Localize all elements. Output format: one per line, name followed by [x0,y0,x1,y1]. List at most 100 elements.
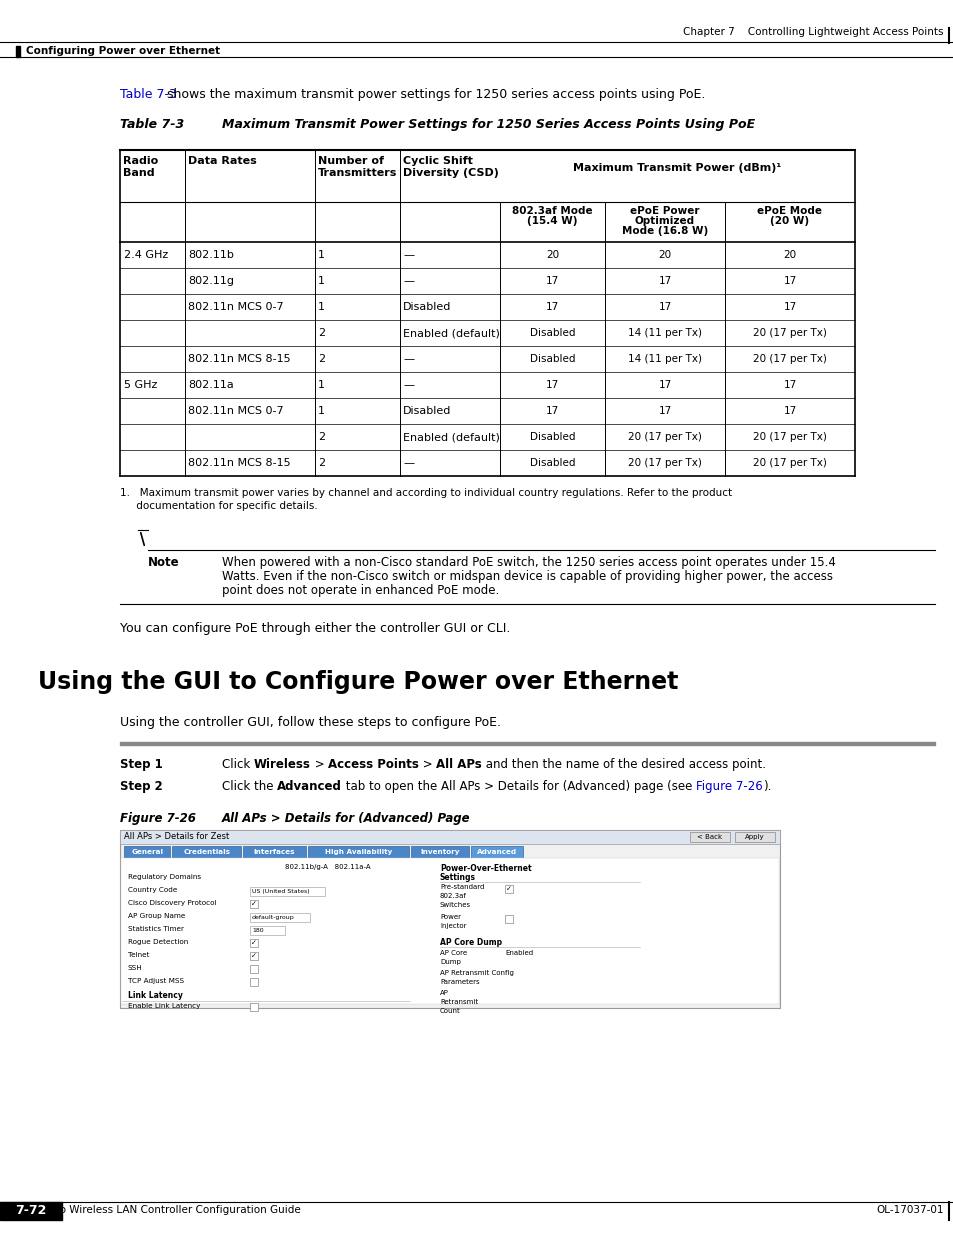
Text: Click: Click [222,758,253,771]
Text: 17: 17 [782,380,796,390]
Bar [250,978,257,986]
Text: 7-72: 7-72 [15,1203,47,1216]
Text: and then the name of the desired access point.: and then the name of the desired access … [482,758,765,771]
Bar [120,830,780,1008]
Bar [308,846,409,858]
Text: All APs > Details for Zest: All APs > Details for Zest [124,832,229,841]
Text: Disabled: Disabled [529,329,575,338]
Bar [471,846,522,858]
Text: < Back: < Back [697,834,721,840]
Text: Power-Over-Ethernet: Power-Over-Ethernet [439,864,531,873]
Text: Rogue Detection: Rogue Detection [128,939,188,945]
Text: Settings: Settings [439,873,476,882]
Text: ✓: ✓ [251,940,256,946]
Text: Count: Count [439,1008,460,1014]
Bar [250,939,257,947]
Text: Configuring Power over Ethernet: Configuring Power over Ethernet [26,46,220,56]
Text: 2: 2 [317,329,325,338]
Bar [250,1003,257,1011]
Text: ✓: ✓ [251,953,256,960]
Text: tab to open the All APs > Details for (Advanced) page (see: tab to open the All APs > Details for (A… [342,781,696,793]
Text: point does not operate in enhanced PoE mode.: point does not operate in enhanced PoE m… [222,584,498,597]
Text: 14 (11 per Tx): 14 (11 per Tx) [627,329,701,338]
Text: AP Retransmit Config: AP Retransmit Config [439,969,514,976]
Text: 17: 17 [545,303,558,312]
Bar [124,846,171,858]
Text: High Availability: High Availability [325,848,392,855]
Text: ePoE Power: ePoE Power [630,206,699,216]
Text: Interfaces: Interfaces [253,848,294,855]
Bar [411,846,469,858]
Text: All APs > Details for (Advanced) Page: All APs > Details for (Advanced) Page [222,811,470,825]
Text: ✓: ✓ [505,885,512,892]
Bar [689,832,729,842]
Text: Band: Band [123,168,154,178]
Text: Diversity (CSD): Diversity (CSD) [402,168,498,178]
Bar [250,926,285,935]
Text: Advanced: Advanced [277,781,342,793]
Text: Power: Power [439,914,460,920]
Text: Radio: Radio [123,156,158,165]
Text: 180: 180 [252,927,263,932]
Text: Inventory: Inventory [420,848,459,855]
Text: Figure 7-26: Figure 7-26 [696,781,762,793]
Text: Table 7-3: Table 7-3 [120,119,184,131]
Text: —: — [402,354,414,364]
Text: 802.11n MCS 0-7: 802.11n MCS 0-7 [188,303,283,312]
Bar [0,1202,62,1220]
Text: 17: 17 [782,303,796,312]
Text: US (United States): US (United States) [252,889,310,894]
Text: 802.11n MCS 8-15: 802.11n MCS 8-15 [188,458,291,468]
Text: 17: 17 [782,406,796,416]
Text: Cyclic Shift: Cyclic Shift [402,156,473,165]
Bar [250,900,257,908]
Text: Enable Link Latency: Enable Link Latency [128,1003,200,1009]
Text: 1: 1 [317,249,325,261]
Text: shows the maximum transmit power settings for 1250 series access points using Po: shows the maximum transmit power setting… [163,88,704,101]
Text: Disabled: Disabled [529,432,575,442]
Text: Cisco Discovery Protocol: Cisco Discovery Protocol [128,900,216,906]
Bar [504,885,513,893]
Text: Injector: Injector [439,923,466,929]
Text: ).: ). [762,781,771,793]
Text: Dump: Dump [439,960,460,965]
Text: —: — [402,458,414,468]
Text: 802.3af Mode: 802.3af Mode [512,206,592,216]
Text: 14 (11 per Tx): 14 (11 per Tx) [627,354,701,364]
Text: 20 (17 per Tx): 20 (17 per Tx) [752,329,826,338]
Bar [250,887,325,897]
Text: 802.11b/g-A   802.11a-A: 802.11b/g-A 802.11a-A [285,864,370,869]
Text: >: > [311,758,328,771]
Text: 1.   Maximum transmit power varies by channel and according to individual countr: 1. Maximum transmit power varies by chan… [120,488,731,498]
Text: 17: 17 [782,275,796,287]
Text: Switches: Switches [439,902,471,908]
Text: General: General [132,848,163,855]
Bar [121,858,779,1004]
Text: 20: 20 [545,249,558,261]
Text: Data Rates: Data Rates [188,156,256,165]
Text: 802.11n MCS 0-7: 802.11n MCS 0-7 [188,406,283,416]
Text: 17: 17 [545,275,558,287]
Text: Number of: Number of [317,156,384,165]
Text: Step 2: Step 2 [120,781,163,793]
Text: 20 (17 per Tx): 20 (17 per Tx) [752,354,826,364]
Text: (15.4 W): (15.4 W) [527,216,578,226]
Text: 17: 17 [658,406,671,416]
Text: ePoE Mode: ePoE Mode [757,206,821,216]
Text: You can configure PoE through either the controller GUI or CLI.: You can configure PoE through either the… [120,622,510,635]
Text: default-group: default-group [252,915,294,920]
Text: 20 (17 per Tx): 20 (17 per Tx) [627,432,701,442]
Text: AP: AP [439,990,449,995]
Text: All APs: All APs [436,758,482,771]
Text: 2: 2 [317,432,325,442]
Text: Chapter 7    Controlling Lightweight Access Points: Chapter 7 Controlling Lightweight Access… [682,27,943,37]
Bar [250,965,257,973]
Text: Note: Note [148,556,179,569]
Text: Advanced: Advanced [476,848,517,855]
Text: —: — [402,249,414,261]
Text: Disabled: Disabled [402,406,451,416]
Bar [250,952,257,960]
Bar [120,742,934,745]
Bar [172,846,241,858]
Text: Link Latency: Link Latency [128,990,183,1000]
